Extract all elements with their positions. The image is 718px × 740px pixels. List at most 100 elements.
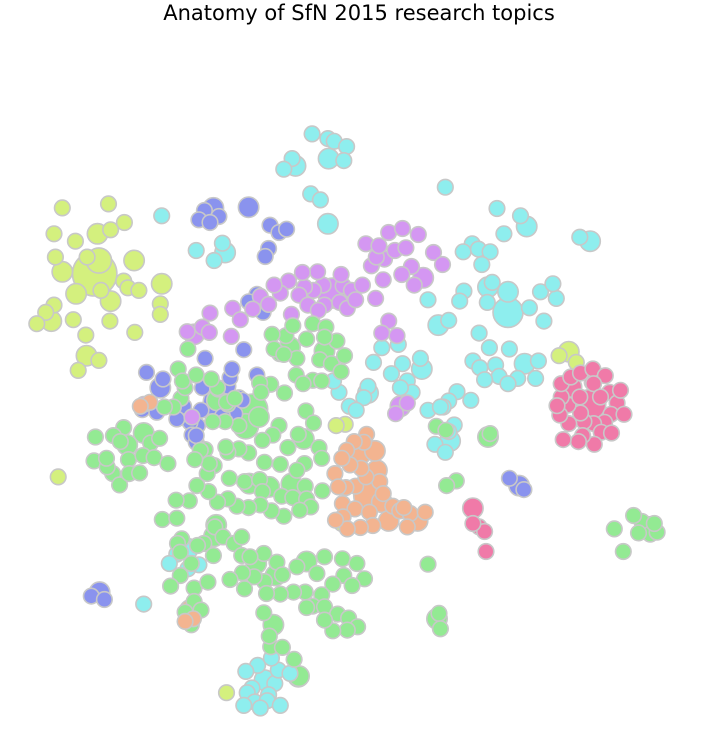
topic-node-cyan-44 <box>470 324 488 342</box>
topic-node-lime-14 <box>65 282 88 305</box>
topic-node-green-33 <box>253 431 271 449</box>
topic-node-cyan-80 <box>436 443 454 461</box>
topic-node-cyan-8 <box>275 160 293 178</box>
topic-node-violet-46 <box>201 304 219 322</box>
topic-node-green-129 <box>273 638 292 657</box>
topic-node-cyan-52 <box>526 369 545 388</box>
topic-node-lime-3 <box>99 195 118 213</box>
topic-node-cyan-18 <box>488 199 506 218</box>
topic-node-orange-2 <box>374 485 392 503</box>
topic-node-pink-32 <box>477 542 495 561</box>
topic-node-green-15 <box>252 383 270 401</box>
topic-node-cyan-105 <box>347 401 365 419</box>
topic-node-green-161 <box>204 413 222 431</box>
topic-node-green-6 <box>298 330 316 348</box>
topic-node-violet-23 <box>405 276 423 294</box>
topic-node-pink-34 <box>571 388 589 406</box>
topic-node-cyan-17 <box>436 178 454 196</box>
topic-node-lime-20 <box>28 315 46 333</box>
topic-node-green-171 <box>275 345 293 364</box>
topic-node-green-91 <box>221 570 239 589</box>
topic-node-green-180 <box>481 425 499 443</box>
topic-node-green-158 <box>186 451 204 469</box>
topic-node-lime-7 <box>78 248 96 266</box>
topic-node-green-136 <box>171 543 189 561</box>
topic-node-violet-28 <box>409 225 427 244</box>
topic-node-green-51 <box>235 473 254 491</box>
topic-node-green-49 <box>220 469 238 487</box>
topic-node-green-130 <box>285 650 303 669</box>
topic-node-green-30 <box>289 425 307 443</box>
topic-node-green-160 <box>226 389 244 407</box>
topic-node-cyan-28 <box>483 273 501 292</box>
topic-node-green-194 <box>431 620 450 638</box>
topic-node-lime-24 <box>101 312 119 330</box>
topic-node-green-27 <box>155 398 173 416</box>
topic-node-cyan-38 <box>535 312 553 330</box>
topic-node-green-62 <box>291 501 309 519</box>
topic-node-violet-43 <box>178 323 196 341</box>
topic-node-green-92 <box>182 554 200 573</box>
topic-node-lime-15 <box>92 281 110 300</box>
topic-node-lime-34 <box>550 347 568 365</box>
topic-node-cyan-34 <box>520 299 539 317</box>
topic-node-pink-33 <box>584 375 603 393</box>
topic-node-violet-16 <box>367 289 385 308</box>
topic-node-cyan-23 <box>454 243 472 261</box>
topic-node-violet-40 <box>244 300 262 318</box>
topic-node-green-191 <box>614 542 632 561</box>
topic-node-orange-32 <box>398 518 416 536</box>
topic-node-lime-39 <box>217 684 236 702</box>
topic-node-lime-30 <box>90 351 108 370</box>
topic-node-pink-31 <box>464 514 482 533</box>
topic-node-cyan-16 <box>153 207 171 225</box>
topic-node-green-60 <box>313 482 332 500</box>
topic-node-blue-41 <box>95 590 113 609</box>
topic-node-cyan-27 <box>496 280 519 303</box>
topic-node-violet-54 <box>398 394 416 412</box>
topic-node-green-40 <box>271 455 289 473</box>
topic-node-blue-44 <box>235 341 253 359</box>
topic-node-cyan-100 <box>251 699 269 717</box>
topic-node-blue-5 <box>237 196 260 219</box>
topic-node-cyan-26 <box>473 255 491 274</box>
topic-node-green-39 <box>288 461 306 479</box>
topic-node-green-86 <box>273 566 292 584</box>
topic-node-lime-37 <box>327 417 345 435</box>
topic-node-green-89 <box>235 580 254 598</box>
topic-node-green-41 <box>255 453 274 471</box>
topic-node-green-187 <box>629 524 648 542</box>
topic-node-green-96 <box>199 573 217 591</box>
topic-node-green-178 <box>437 421 455 439</box>
topic-node-cyan-25 <box>481 243 499 261</box>
topic-node-green-149 <box>97 449 116 467</box>
topic-node-lime-22 <box>64 311 82 329</box>
topic-node-cyan-3 <box>338 138 356 156</box>
topic-node-cyan-21 <box>495 225 513 243</box>
topic-node-cyan-40 <box>571 228 589 246</box>
topic-node-green-12 <box>275 384 294 402</box>
topic-node-violet-49 <box>231 311 249 329</box>
topic-node-lime-13 <box>150 272 173 295</box>
topic-node-cyan-56 <box>499 375 517 393</box>
topic-node-cyan-45 <box>480 339 499 357</box>
topic-node-pink-25 <box>548 397 566 415</box>
topic-node-green-165 <box>187 366 205 384</box>
topic-node-green-122 <box>338 621 356 639</box>
topic-node-violet-47 <box>222 327 240 346</box>
topic-node-cyan-11 <box>316 212 339 235</box>
topic-node-cyan-14 <box>187 241 205 260</box>
topic-node-pink-27 <box>554 431 572 449</box>
topic-node-green-75 <box>168 509 186 527</box>
topic-node-violet-8 <box>309 263 327 281</box>
topic-node-cyan-99 <box>271 696 289 715</box>
topic-node-green-156 <box>200 455 218 473</box>
topic-node-green-152 <box>131 464 149 482</box>
topic-node-blue-27 <box>137 363 156 382</box>
topic-node-violet-24 <box>393 265 411 284</box>
topic-node-blue-10 <box>256 247 274 266</box>
topic-node-cyan-71 <box>355 389 373 407</box>
topic-node-green-155 <box>159 455 177 473</box>
topic-node-pink-16 <box>596 367 614 385</box>
